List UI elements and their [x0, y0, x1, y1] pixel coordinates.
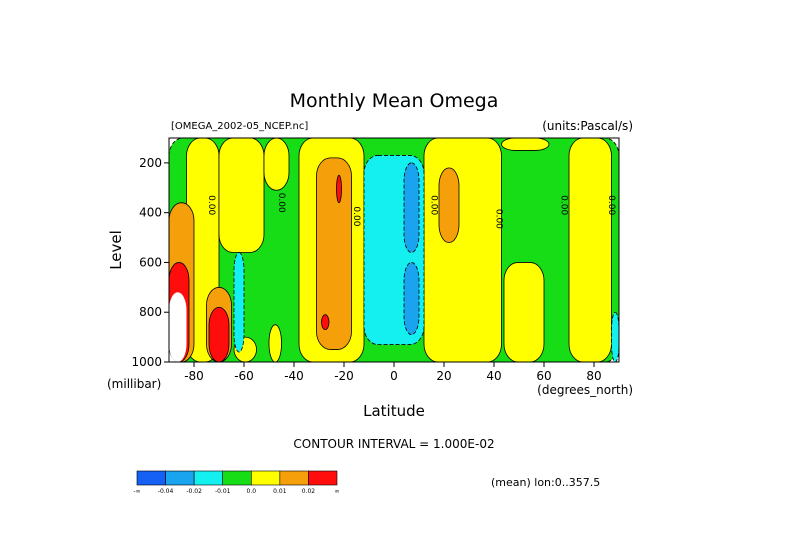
colorbar-label-4: 0.0	[247, 488, 257, 495]
x-axis-label: Latitude	[363, 402, 425, 420]
colorbar-label-7: ∞	[335, 488, 340, 495]
colorbar: -∞ -0.04 -0.02 -0.01 0.0 0.01 0.02 ∞	[133, 470, 340, 495]
y-tick-label-3: 800	[139, 305, 162, 319]
contour-label-2: 0.00	[351, 206, 361, 226]
contour-region-22	[403, 262, 420, 336]
x-tick-label-1: -60	[234, 369, 254, 383]
x-axis-units: (degrees_north)	[537, 383, 633, 397]
y-tick-label-1: 400	[139, 206, 162, 220]
x-tick-label-8: 80	[586, 369, 601, 383]
contour-region-10	[268, 324, 282, 363]
contour-region-24	[169, 292, 187, 362]
contour-label-6: 0.00	[606, 195, 616, 215]
x-tick-label-6: 40	[486, 369, 501, 383]
colorbar-label-5: 0.01	[273, 488, 287, 495]
contour-region-8	[568, 137, 612, 363]
colorbar-swatch-1	[165, 470, 195, 486]
contour-region-18	[208, 306, 230, 363]
contour-region-7	[503, 262, 545, 363]
x-axis: -80 -60 -40 -20 0 20 40 60 80	[184, 362, 602, 383]
plot-area: 0.00 0.00 0.00 0.00 0.00 0.00 0.00	[168, 137, 620, 363]
contour-region-5	[423, 137, 502, 363]
colorbar-swatch-2	[193, 470, 224, 486]
y-tick-label-0: 200	[139, 156, 162, 170]
contour-label-layer: 0.00 0.00 0.00 0.00 0.00 0.00 0.00	[206, 193, 616, 229]
colorbar-label-6: 0.02	[302, 488, 316, 495]
colorbar-label-3: -0.01	[215, 488, 231, 495]
colorbar-label-2: -0.02	[186, 488, 202, 495]
colorbar-swatch-6	[308, 470, 338, 486]
x-tick-label-7: 60	[536, 369, 551, 383]
contour-region-6	[501, 137, 550, 151]
colorbar-label-1: -0.04	[158, 488, 174, 495]
colorbar-swatch-0	[136, 470, 166, 486]
x-tick-label-4: 0	[390, 369, 398, 383]
contour-region-13	[438, 167, 460, 243]
y-axis: 200 400 600 800 1000	[131, 156, 169, 369]
y-axis-label: Level	[107, 230, 125, 270]
contour-region-12	[316, 157, 352, 350]
contour-region-2	[218, 137, 265, 253]
contour-label-3: 0.00	[429, 195, 439, 215]
contour-interval-text: CONTOUR INTERVAL = 1.000E-02	[293, 437, 494, 451]
contour-label-5: 0.00	[559, 195, 569, 215]
chart-title: Monthly Mean Omega	[290, 90, 499, 112]
contour-region-23	[611, 311, 620, 363]
colorbar-swatch-5	[279, 470, 309, 486]
chart-subtitle-left: [OMEGA_2002-05_NCEP.nc]	[171, 121, 308, 132]
chart-subtitle-right: (units:Pascal/s)	[542, 119, 633, 133]
x-tick-label-0: -80	[184, 369, 204, 383]
contour-region-3	[263, 137, 290, 191]
contour-label-0: 0.00	[206, 195, 216, 215]
y-tick-label-4: 1000	[131, 355, 162, 369]
x-tick-label-2: -40	[284, 369, 304, 383]
contour-label-4: 0.00	[494, 209, 504, 229]
y-axis-units: (millibar)	[107, 377, 161, 391]
contour-label-1: 0.00	[276, 193, 286, 213]
colorbar-swatch-4	[250, 470, 281, 486]
footer-text: (mean) lon:0..357.5	[491, 476, 600, 489]
y-tick-label-2: 600	[139, 255, 162, 269]
colorbar-swatch-3	[222, 470, 252, 486]
colorbar-label-0: -∞	[133, 488, 140, 495]
contour-region-17	[321, 314, 330, 331]
x-tick-label-5: 20	[436, 369, 451, 383]
contour-fill-layer	[168, 137, 620, 363]
x-tick-label-3: -20	[334, 369, 354, 383]
contour-region-21	[403, 162, 420, 253]
contour-region-16	[336, 174, 342, 204]
contour-region-20	[233, 252, 245, 353]
